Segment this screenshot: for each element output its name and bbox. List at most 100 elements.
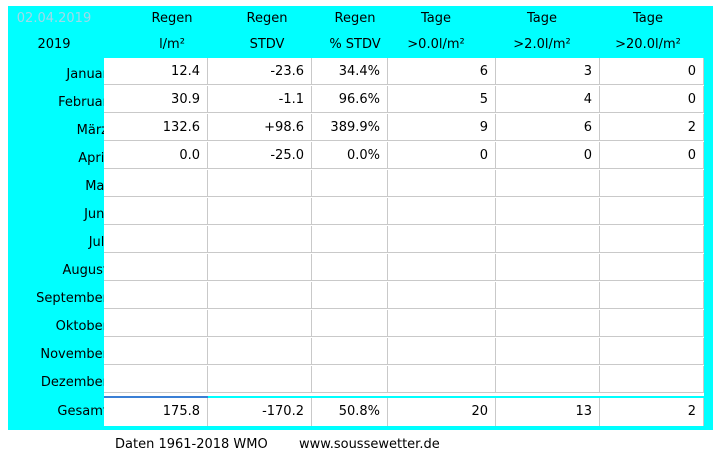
table-cell[interactable]: [600, 366, 704, 393]
table-cell[interactable]: [600, 170, 704, 197]
total-cell[interactable]: 50.8%: [312, 398, 388, 426]
month-label: März: [76, 123, 108, 138]
month-label: April: [78, 151, 108, 166]
table-cell[interactable]: [104, 310, 208, 337]
table-cell[interactable]: [208, 310, 312, 337]
table-cell[interactable]: [104, 282, 208, 309]
table-cell[interactable]: 6: [496, 114, 600, 141]
table-cell[interactable]: [312, 282, 388, 309]
column-header-title: Tage: [632, 11, 663, 26]
table-cell[interactable]: [388, 282, 496, 309]
table-cell[interactable]: [208, 338, 312, 365]
table-cell[interactable]: [496, 366, 600, 393]
table-cell[interactable]: 9: [388, 114, 496, 141]
table-cell[interactable]: 389.9%: [312, 114, 388, 141]
table-cell[interactable]: [312, 170, 388, 197]
table-row: [104, 254, 704, 282]
table-cell[interactable]: 0.0%: [312, 142, 388, 169]
table-cell[interactable]: [388, 254, 496, 281]
table-cell[interactable]: [104, 198, 208, 225]
table-cell[interactable]: [104, 170, 208, 197]
table-cell[interactable]: [388, 198, 496, 225]
table-cell[interactable]: [208, 198, 312, 225]
table-cell[interactable]: [600, 254, 704, 281]
table-cell[interactable]: [496, 198, 600, 225]
table-row: [104, 282, 704, 310]
month-label: November: [40, 347, 108, 362]
column-header-unit: >20.0l/m²: [615, 37, 681, 52]
table-row: 132.6 +98.6 389.9% 9 6 2: [104, 114, 704, 142]
table-cell[interactable]: [496, 310, 600, 337]
table-cell[interactable]: 132.6: [104, 114, 208, 141]
table-cell[interactable]: [312, 310, 388, 337]
table-row: 12.4 -23.6 34.4% 6 3 0: [104, 58, 704, 86]
table-cell[interactable]: 0: [600, 86, 704, 113]
table-cell[interactable]: [388, 338, 496, 365]
table-cell[interactable]: 0: [388, 142, 496, 169]
table-cell[interactable]: [388, 226, 496, 253]
table-cell[interactable]: 3: [496, 58, 600, 85]
table-cell[interactable]: 34.4%: [312, 58, 388, 85]
table-cell[interactable]: [496, 338, 600, 365]
table-cell[interactable]: 2: [600, 114, 704, 141]
website-link[interactable]: www.soussewetter.de: [299, 437, 440, 452]
table-cell[interactable]: [496, 226, 600, 253]
table-cell[interactable]: 0: [600, 58, 704, 85]
data-source-text: Daten 1961-2018 WMO: [115, 437, 268, 452]
table-cell[interactable]: [104, 254, 208, 281]
table-cell[interactable]: [496, 282, 600, 309]
table-cell[interactable]: [388, 170, 496, 197]
table-cell[interactable]: [208, 170, 312, 197]
total-cell[interactable]: 13: [496, 398, 600, 426]
total-label: Gesamt: [57, 404, 108, 419]
table-cell[interactable]: [104, 226, 208, 253]
table-cell[interactable]: +98.6: [208, 114, 312, 141]
total-row: 175.8 -170.2 50.8% 20 13 2: [104, 398, 704, 426]
table-cell[interactable]: [388, 366, 496, 393]
table-cell[interactable]: 30.9: [104, 86, 208, 113]
table-cell[interactable]: 96.6%: [312, 86, 388, 113]
table-cell[interactable]: [600, 198, 704, 225]
table-cell[interactable]: [312, 198, 388, 225]
table-cell[interactable]: 0.0: [104, 142, 208, 169]
table-cell[interactable]: [208, 254, 312, 281]
table-cell[interactable]: [208, 282, 312, 309]
table-cell[interactable]: 6: [388, 58, 496, 85]
month-label: Dezember: [40, 375, 108, 390]
month-label: Februar: [58, 95, 108, 110]
column-header-unit: >2.0l/m²: [513, 37, 571, 52]
table-cell[interactable]: [312, 338, 388, 365]
table-cell[interactable]: [208, 366, 312, 393]
table-cell[interactable]: [312, 366, 388, 393]
data-grid: 12.4 -23.6 34.4% 6 3 0 30.9 -1.1 96.6% 5 4 0 132.6 +9…: [104, 58, 704, 396]
table-cell[interactable]: [496, 170, 600, 197]
table-cell[interactable]: [104, 366, 208, 393]
selection-bar[interactable]: [104, 396, 208, 399]
month-label: Januar: [66, 67, 108, 82]
table-cell[interactable]: [208, 226, 312, 253]
total-cell[interactable]: 2: [600, 398, 704, 426]
table-cell[interactable]: [496, 254, 600, 281]
table-cell[interactable]: 12.4: [104, 58, 208, 85]
table-cell[interactable]: [600, 338, 704, 365]
total-cell[interactable]: 20: [388, 398, 496, 426]
total-cell[interactable]: -170.2: [208, 398, 312, 426]
table-cell[interactable]: 0: [496, 142, 600, 169]
column-header-title: Regen: [334, 11, 376, 26]
table-cell[interactable]: [600, 282, 704, 309]
table-cell[interactable]: -23.6: [208, 58, 312, 85]
table-cell[interactable]: [388, 310, 496, 337]
table-cell[interactable]: -25.0: [208, 142, 312, 169]
table-cell[interactable]: [312, 254, 388, 281]
table-cell[interactable]: -1.1: [208, 86, 312, 113]
table-cell[interactable]: [104, 338, 208, 365]
table-cell[interactable]: 5: [388, 86, 496, 113]
table-cell[interactable]: [600, 310, 704, 337]
table-cell[interactable]: 4: [496, 86, 600, 113]
total-cell[interactable]: 175.8: [104, 398, 208, 426]
column-header-title: Tage: [420, 11, 451, 26]
table-cell[interactable]: 0: [600, 142, 704, 169]
table-cell[interactable]: [312, 226, 388, 253]
table-cell[interactable]: [600, 226, 704, 253]
column-header-title: Regen: [246, 11, 288, 26]
